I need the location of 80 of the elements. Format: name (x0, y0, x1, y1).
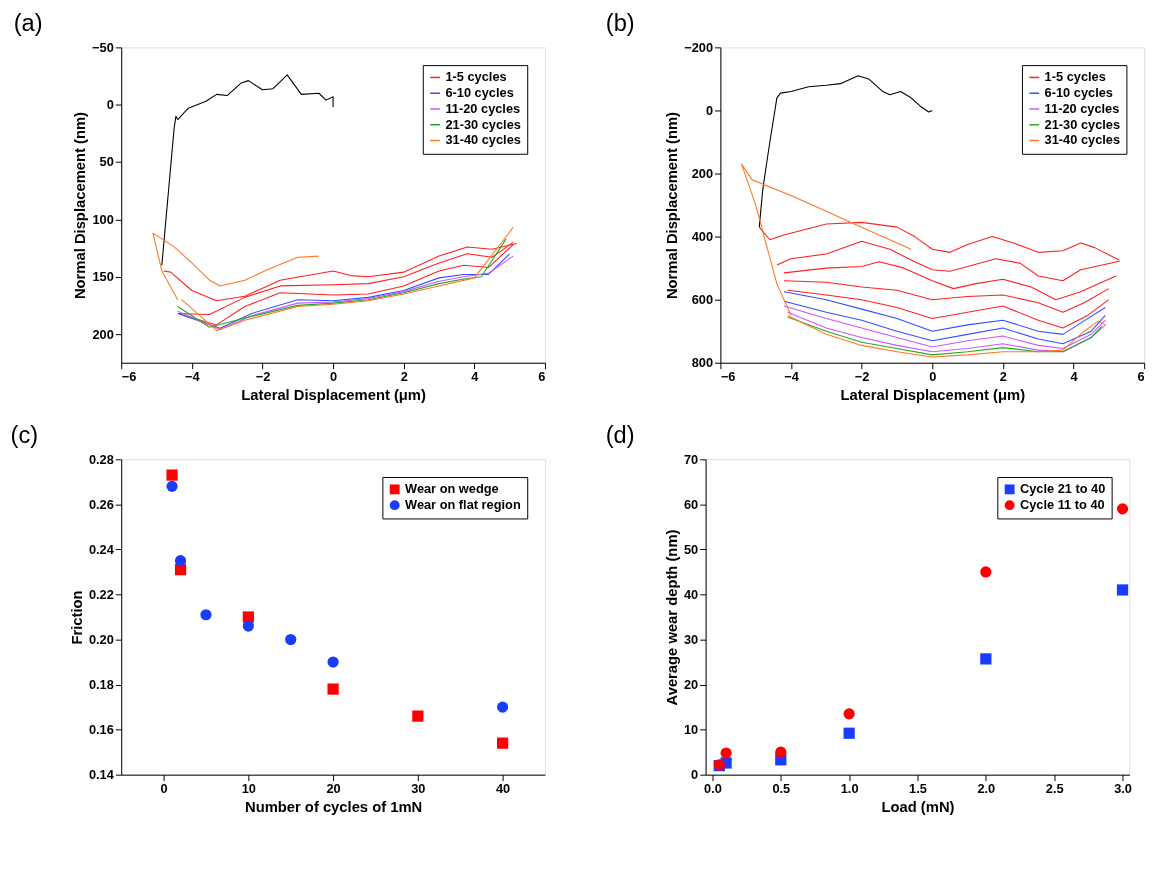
text: (b) (605, 9, 635, 36)
x-tick-label: 1.0 (840, 780, 859, 796)
legend-label: 1-5 cycles (1044, 69, 1106, 85)
y-tick-label: 60 (683, 496, 699, 512)
y-tick-label: 30 (683, 631, 699, 647)
x-tick-label: 30 (411, 780, 426, 796)
x-axis-title: Number of cycles of 1mN (244, 798, 423, 815)
x-tick-label: 3.0 (1114, 780, 1132, 796)
y-tick-label: 150 (92, 269, 114, 285)
legend-label: 6-10 cycles (1044, 85, 1113, 101)
x-tick-label: −4 (185, 368, 201, 384)
text: (c) (10, 421, 39, 448)
y-tick-label: 50 (683, 541, 699, 557)
y-tick-label: −50 (92, 39, 114, 55)
x-axis-title: Load (mN) (881, 798, 955, 815)
x-tick-label: −6 (720, 368, 736, 384)
y-tick-label: −200 (684, 39, 714, 55)
y-tick-label: 100 (92, 211, 114, 227)
legend-label: 31-40 cycles (1044, 132, 1121, 148)
x-tick-label: 0 (160, 780, 168, 796)
x-tick-label: 6 (538, 368, 546, 384)
y-tick-label: 400 (691, 229, 714, 245)
y-tick-label: 0.20 (88, 631, 114, 647)
x-tick-label: 0.5 (772, 780, 791, 796)
x-tick-label: 0 (330, 368, 338, 384)
x-tick-label: 4 (471, 368, 480, 384)
legend-label: 11-20 cycles (1044, 100, 1120, 116)
x-axis-title: Lateral Displacement (μm) (241, 386, 426, 403)
y-tick-label: 0 (106, 97, 114, 113)
x-tick-label: 2 (999, 368, 1007, 384)
legend-label: 21-30 cycles (1044, 116, 1121, 132)
x-axis-title: Lateral Displacement (μm) (840, 386, 1026, 403)
y-tick-label: 0.22 (88, 586, 114, 602)
y-tick-label: 200 (92, 326, 114, 342)
y-tick-label: 0.14 (88, 767, 115, 783)
x-tick-label: −6 (121, 368, 137, 384)
y-tick-label: 800 (691, 355, 714, 371)
y-tick-label: 200 (691, 165, 714, 181)
legend-label: 11-20 cycles (445, 100, 521, 116)
legend-label: Cycle 11 to 40 (1019, 497, 1105, 513)
x-tick-label: 40 (495, 780, 511, 796)
x-tick-label: 20 (326, 780, 341, 796)
y-tick-label: 50 (99, 154, 114, 170)
x-tick-label: 1.5 (909, 780, 927, 796)
x-tick-label: 0.0 (704, 780, 722, 796)
legend-label: Wear on flat region (405, 497, 521, 513)
y-tick-label: 0.26 (88, 496, 114, 512)
y-tick-label: 0.16 (88, 722, 114, 738)
x-tick-label: 4 (1070, 368, 1079, 384)
x-tick-label: 6 (1137, 368, 1145, 384)
x-tick-label: 10 (241, 780, 256, 796)
y-tick-label: 0 (691, 767, 699, 783)
y-axis-title: Friction (68, 590, 85, 645)
text: (d) (605, 421, 635, 448)
y-axis-title: Normal Displacement (nm) (72, 111, 89, 300)
x-tick-label: 2.0 (977, 780, 996, 796)
y-tick-label: 40 (683, 586, 699, 602)
y-tick-label: 600 (691, 292, 714, 308)
x-tick-label: −4 (784, 368, 800, 384)
text: (a) (13, 9, 43, 36)
x-tick-label: 2 (400, 368, 408, 384)
legend-label: Wear on wedge (405, 481, 499, 497)
y-tick-label: 0.24 (88, 541, 115, 557)
legend-label: 6-10 cycles (445, 85, 514, 101)
y-axis-title: Average wear depth (nm) (664, 529, 681, 706)
x-tick-label: 0 (929, 368, 937, 384)
y-tick-label: 0.18 (88, 677, 114, 693)
legend-label: 21-30 cycles (445, 116, 521, 132)
x-tick-label: 2.5 (1045, 780, 1064, 796)
x-tick-label: −2 (255, 368, 271, 384)
y-axis-title: Normal Displacement (nm) (664, 111, 681, 300)
y-tick-label: 0 (705, 102, 714, 118)
y-tick-label: 20 (683, 677, 699, 693)
legend-label: Cycle 21 to 40 (1019, 481, 1106, 497)
x-tick-label: −2 (854, 368, 870, 384)
y-tick-label: 0.28 (88, 451, 114, 467)
y-tick-label: 10 (683, 722, 699, 738)
legend-label: 31-40 cycles (445, 132, 521, 148)
y-tick-label: 70 (683, 451, 699, 467)
legend-label: 1-5 cycles (445, 69, 507, 85)
